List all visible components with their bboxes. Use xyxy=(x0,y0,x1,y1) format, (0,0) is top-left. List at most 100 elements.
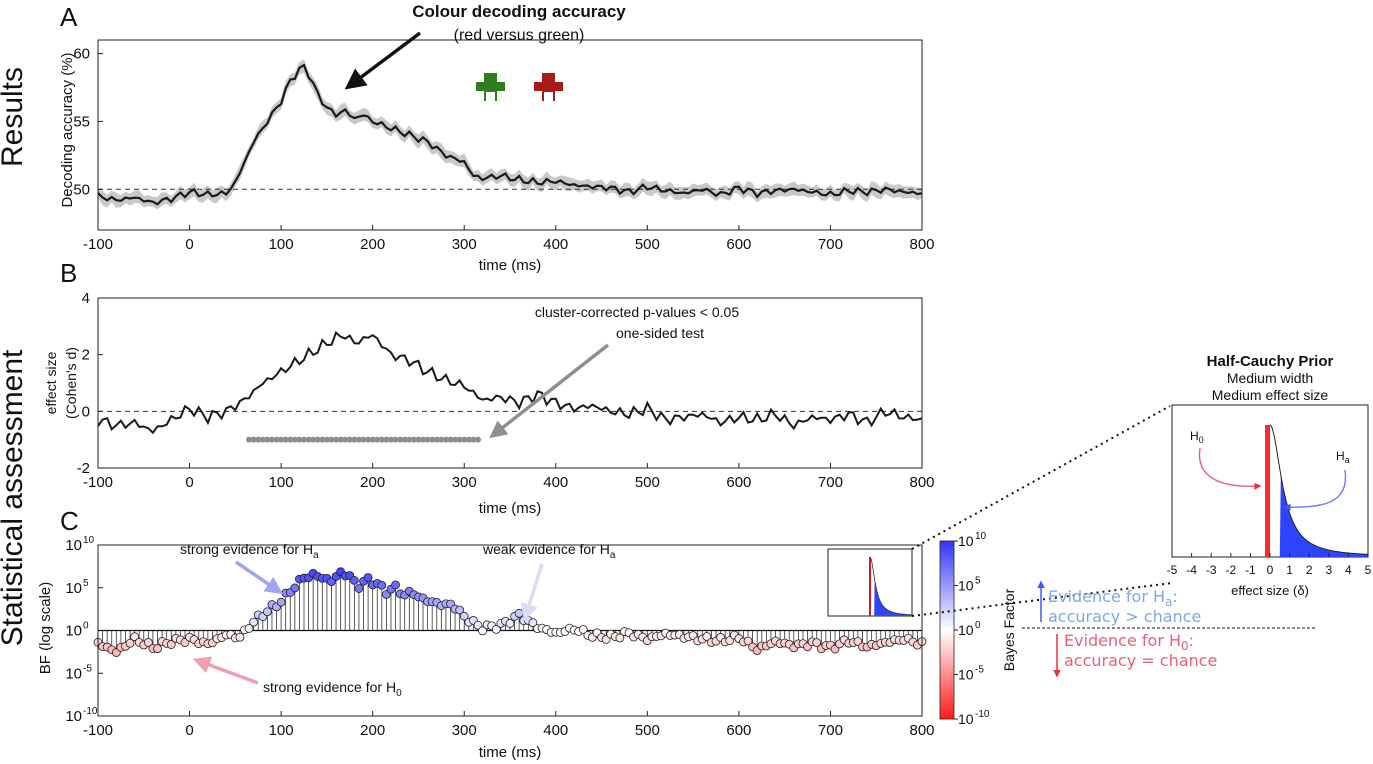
bf-point xyxy=(143,638,153,647)
significant-marker xyxy=(438,436,445,443)
y-tick-label: 10 xyxy=(65,665,82,682)
significant-marker xyxy=(442,436,449,443)
bf-point xyxy=(262,607,272,617)
significant-marker xyxy=(401,436,408,443)
x-tick-label: 300 xyxy=(452,236,477,253)
x-tick-label: -100 xyxy=(83,722,113,739)
x-tick-label: 300 xyxy=(452,474,477,491)
significant-marker xyxy=(333,436,340,443)
x-tick-label: 800 xyxy=(909,722,934,739)
significant-marker xyxy=(287,436,294,443)
bf-point xyxy=(615,633,625,643)
x-tick-label: 100 xyxy=(269,236,294,253)
red-stimulus-icon xyxy=(534,73,563,101)
y-tick-exponent: -5 xyxy=(83,663,92,674)
significant-marker xyxy=(301,436,307,443)
x-tick-label: 800 xyxy=(909,474,934,491)
x-tick-label: 700 xyxy=(818,236,843,253)
panel-b-axes xyxy=(97,297,923,469)
panel-b-annotation-line1: cluster-corrected p-values < 0.05 xyxy=(535,304,739,320)
panel-c-annotation-weak-ha: weak evidence for Ha xyxy=(482,541,616,561)
significant-marker xyxy=(374,436,381,443)
significant-marker xyxy=(447,436,454,443)
significant-marker xyxy=(383,436,390,443)
bf-point xyxy=(505,619,515,628)
prior-ha-label: Ha xyxy=(1336,449,1350,465)
prior-h0-arrow xyxy=(1198,447,1262,490)
colorbar-tick-label: 10 xyxy=(958,622,974,638)
legend-ha-line2: accuracy > chance xyxy=(1048,607,1201,626)
panel-a-title: Colour decoding accuracy xyxy=(412,2,626,21)
bf-point xyxy=(478,626,487,636)
y-tick-label: 4 xyxy=(82,290,90,307)
significant-marker xyxy=(278,436,285,443)
bf-point xyxy=(235,632,245,642)
bf-point xyxy=(702,632,712,641)
significant-marker xyxy=(429,436,436,443)
significant-marker xyxy=(255,436,262,443)
significant-marker xyxy=(433,436,440,443)
significant-marker xyxy=(314,436,321,443)
panel-a-ylabel: Decoding accuracy (%) xyxy=(59,52,76,207)
panel-a-axes xyxy=(97,39,923,231)
panel-a-title-arrow xyxy=(344,31,422,90)
colorbar-gradient xyxy=(939,540,955,720)
x-tick-label: 500 xyxy=(635,474,660,491)
prior-line2: Medium effect size xyxy=(1212,387,1329,403)
x-tick-label: 0 xyxy=(185,722,193,739)
significant-marker xyxy=(351,436,358,443)
x-tick-label: 200 xyxy=(360,722,385,739)
x-tick-label: 200 xyxy=(360,474,385,491)
panel-c-arrow-weak-ha xyxy=(520,563,544,622)
bf-point xyxy=(166,640,176,649)
significant-marker xyxy=(291,436,298,443)
x-tick-label: 600 xyxy=(726,236,751,253)
bf-point xyxy=(491,624,501,634)
panel-b-significant-markers xyxy=(246,436,481,443)
zoom-line-bottom xyxy=(911,582,1173,617)
bf-point xyxy=(125,638,135,648)
bf-point xyxy=(743,636,753,646)
green-stimulus-notch xyxy=(486,92,495,102)
significant-marker xyxy=(305,436,312,443)
panel-letter-c: C xyxy=(60,506,79,536)
colorbar-tick-label: 10 xyxy=(958,533,974,549)
bf-point xyxy=(244,624,254,633)
mini-prior-inset xyxy=(827,548,913,617)
legend-h0-line1: Evidence for H0: xyxy=(1064,631,1194,653)
bf-point xyxy=(153,644,162,653)
x-tick-label: 400 xyxy=(543,474,568,491)
y-tick-label: 55 xyxy=(73,113,90,130)
y-tick-label: 0 xyxy=(82,403,90,420)
colorbar-label: Bayes Factor xyxy=(1001,588,1017,671)
colorbar-tick-exponent: -5 xyxy=(975,665,984,676)
significant-marker xyxy=(461,436,468,443)
prior-x-tick-label: 2 xyxy=(1306,563,1313,577)
bf-point xyxy=(354,584,364,593)
colorbar-tick-exponent: -10 xyxy=(975,709,990,720)
significant-marker xyxy=(392,436,399,443)
y-tick-exponent: -10 xyxy=(83,706,98,717)
y-tick-exponent: 10 xyxy=(83,535,95,546)
mini-prior-null-bar xyxy=(869,557,871,616)
bf-point xyxy=(349,575,359,585)
section-label-statistical: Statistical assessment xyxy=(0,349,29,646)
x-tick-label: 700 xyxy=(818,722,843,739)
panel-a-ticks: -100 0 100 200 300 400 500 600 700 800 50 55 60 xyxy=(73,46,934,253)
bf-point xyxy=(377,580,387,590)
bf-point xyxy=(459,611,469,621)
significant-marker xyxy=(250,436,257,443)
prior-line1: Medium width xyxy=(1227,370,1313,386)
significant-marker xyxy=(259,436,266,443)
x-tick-label: 400 xyxy=(543,722,568,739)
prior-x-tick-label: 4 xyxy=(1345,563,1352,577)
green-stimulus-icon xyxy=(476,73,505,101)
significant-marker xyxy=(465,436,472,443)
panel-c-arrow-strong-ha xyxy=(235,560,283,594)
prior-x-tick-label: -3 xyxy=(1206,563,1217,577)
x-tick-label: 0 xyxy=(185,236,193,253)
significant-marker xyxy=(310,436,317,443)
colorbar-tick-exponent: 0 xyxy=(975,620,981,631)
